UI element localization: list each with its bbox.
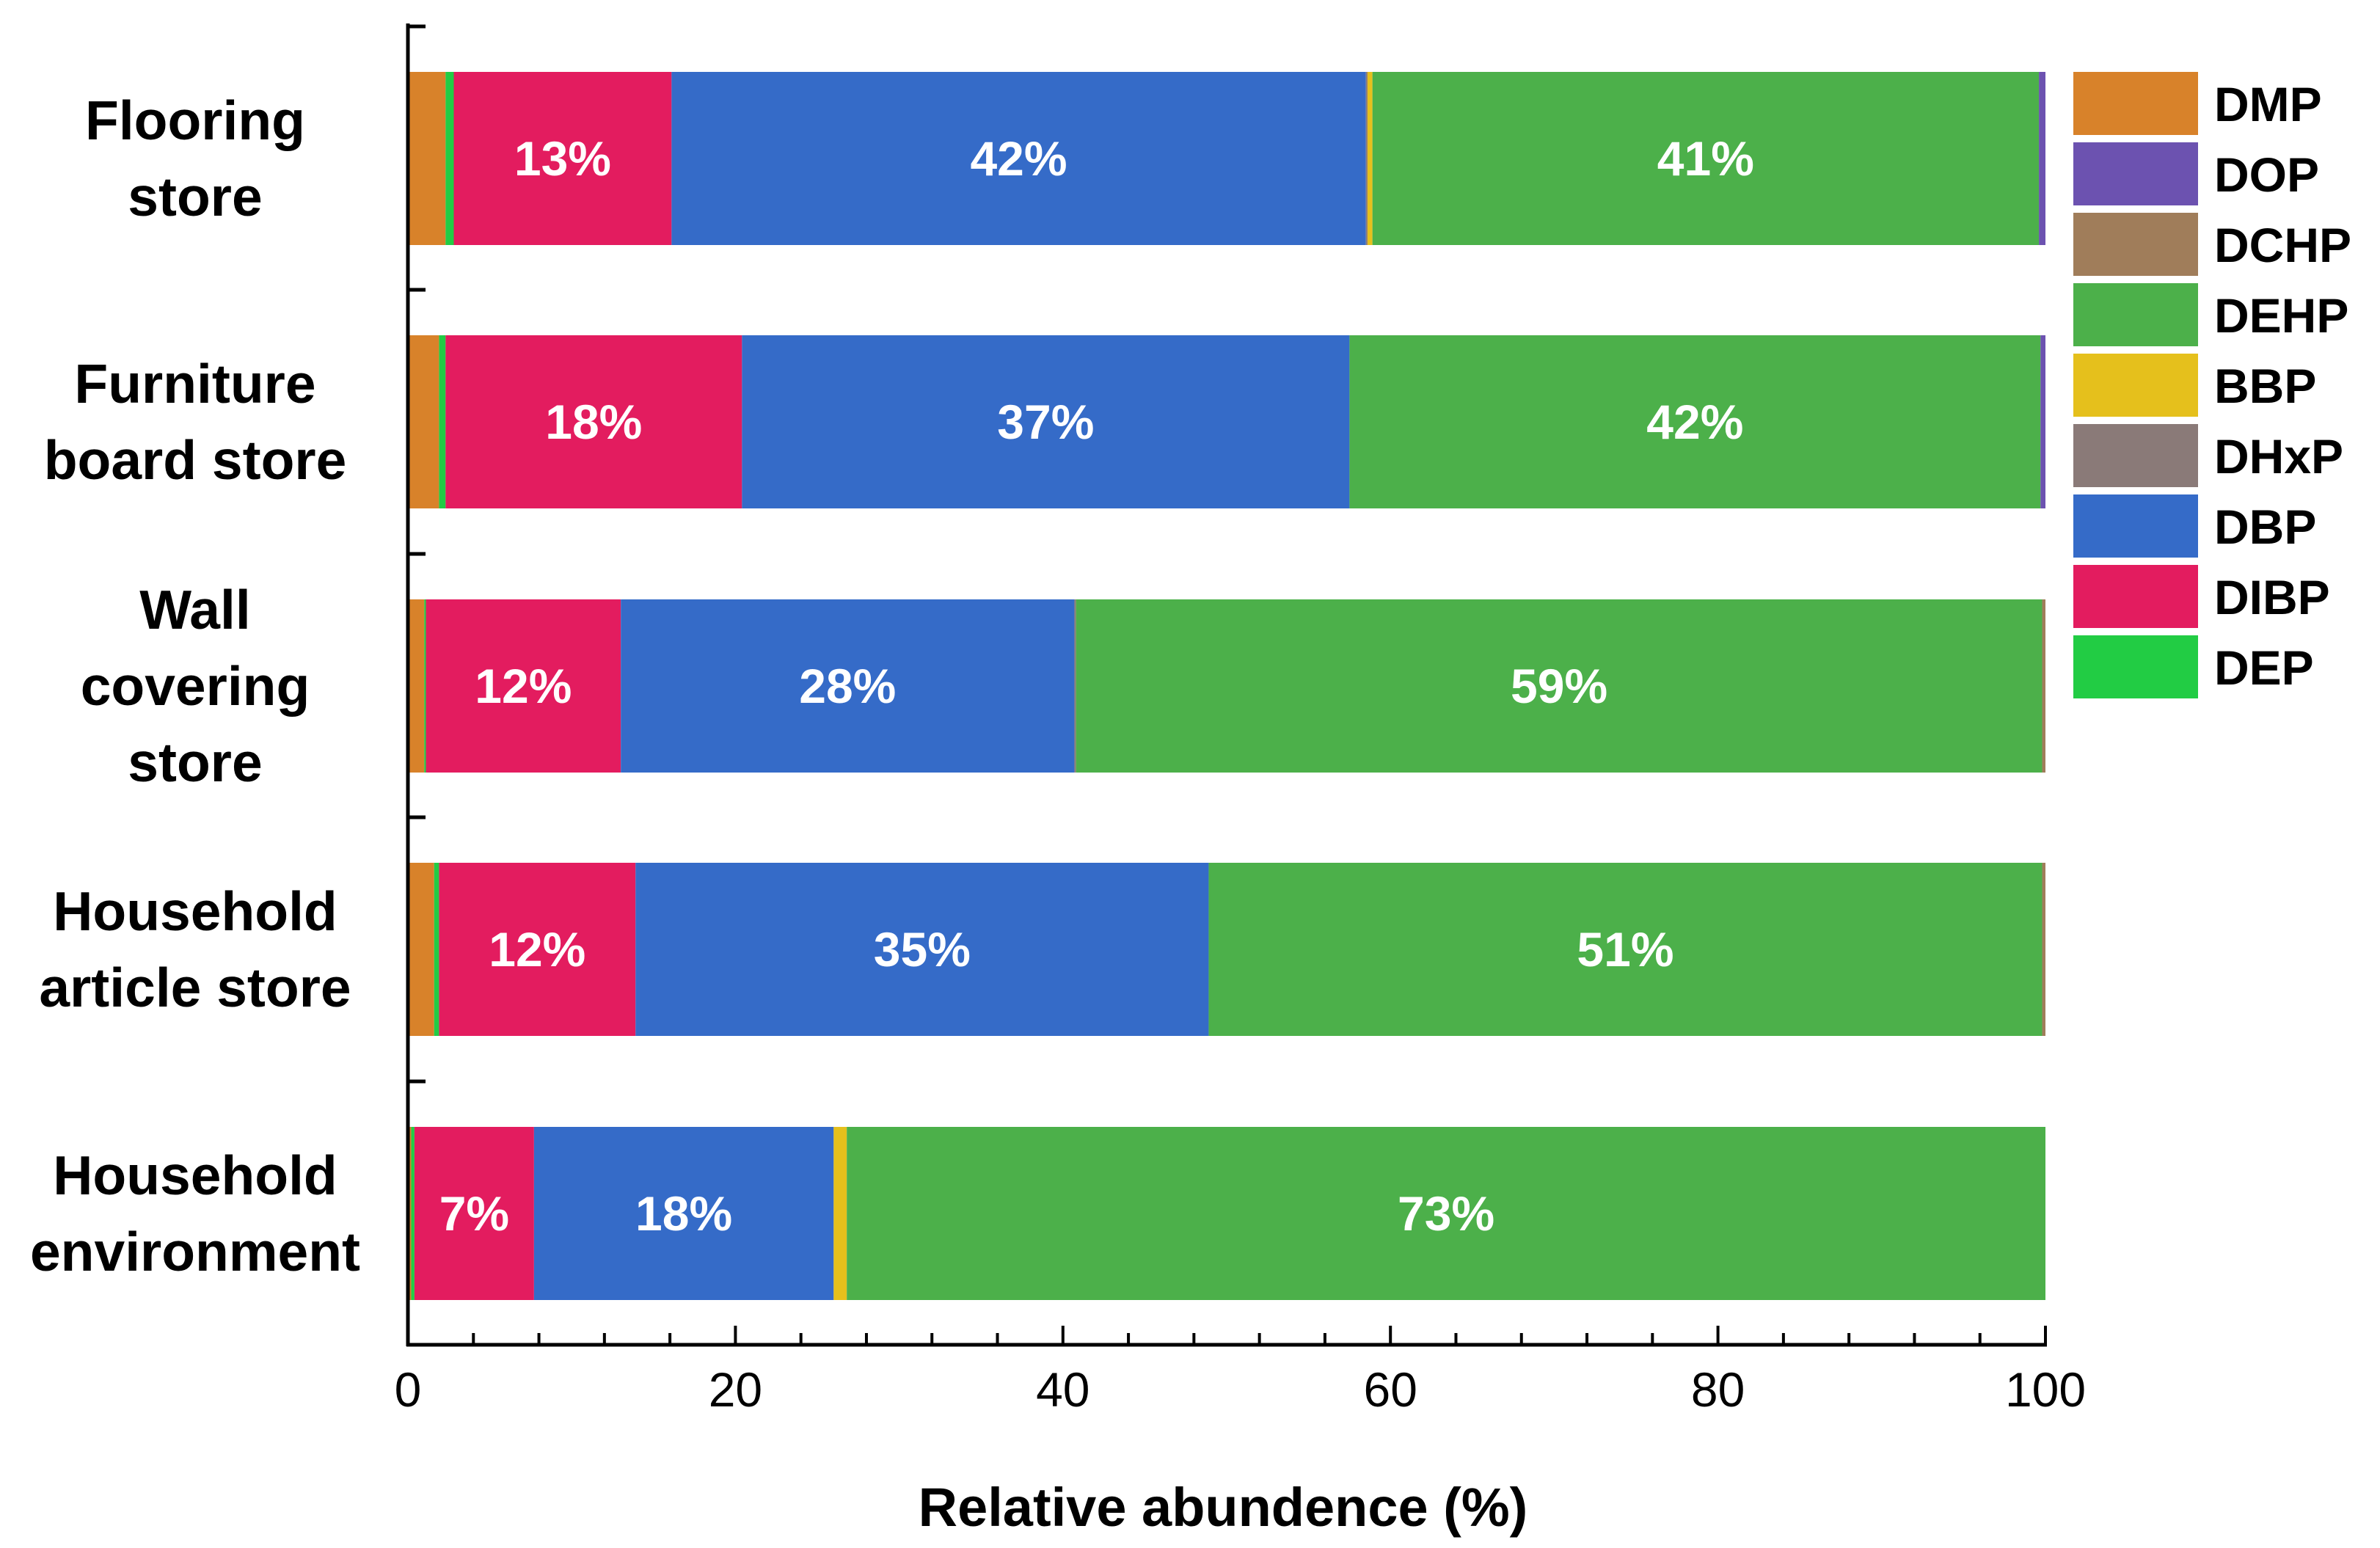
- data-label-dehp-2: 59%: [1511, 659, 1607, 713]
- legend: DMP DOP DCHP DEHP BBP DHxP DBP DIBP DEP: [2073, 72, 2351, 698]
- bar-segment-dchp-2: [2042, 599, 2045, 773]
- bar-segment-dep-3: [434, 863, 439, 1036]
- category-label-line: store: [128, 166, 262, 227]
- data-label-dibp-0: 13%: [514, 131, 611, 186]
- bar-segment-bbp-4: [833, 1127, 847, 1300]
- category-label-line: Flooring: [85, 90, 305, 151]
- x-tick-label-20: 20: [709, 1362, 762, 1417]
- x-tick-label-0: 0: [395, 1362, 422, 1417]
- data-labels-layer: 13% 42% 41% 18% 37% 42% 12% 28% 59% 12% 35% 51% 7% 18…: [439, 131, 1754, 1241]
- x-tick-label-100: 100: [2005, 1362, 2086, 1417]
- bar-segment-dehp-3: [1208, 863, 2043, 1036]
- bar-segment-dibp-3: [439, 863, 636, 1036]
- category-label-line: board store: [44, 429, 347, 491]
- legend-swatch-dehp: [2073, 283, 2198, 346]
- legend-label-dmp: DMP: [2214, 77, 2322, 131]
- data-label-dehp-4: 73%: [1398, 1186, 1494, 1241]
- data-label-dbp-3: 35%: [874, 922, 971, 976]
- data-label-dbp-2: 28%: [799, 659, 896, 713]
- x-tick-label-80: 80: [1691, 1362, 1745, 1417]
- data-label-dbp-1: 37%: [997, 395, 1094, 449]
- legend-swatch-dhxp: [2073, 424, 2198, 487]
- legend-swatch-bbp: [2073, 354, 2198, 417]
- data-label-dehp-3: 51%: [1577, 922, 1673, 976]
- data-label-dibp-1: 18%: [545, 395, 642, 449]
- category-label-line: covering: [81, 655, 310, 717]
- bar-segment-dbp-2: [621, 599, 1075, 773]
- legend-swatch-dmp: [2073, 72, 2198, 135]
- category-label-0: Flooring store: [85, 90, 305, 227]
- category-label-line: Household: [53, 1144, 337, 1206]
- axes-layer: 0 20 40 60 80 100: [395, 23, 2086, 1417]
- bars-layer: [408, 72, 2045, 1300]
- bar-segment-dibp-4: [414, 1127, 534, 1300]
- bar-segment-dep-1: [439, 335, 446, 508]
- bar-segment-dop-0: [2039, 72, 2045, 245]
- legend-label-dep: DEP: [2214, 640, 2314, 695]
- x-tick-label-60: 60: [1363, 1362, 1417, 1417]
- x-axis-title: Relative abundence (%): [919, 1477, 1528, 1538]
- bar-segment-dehp-0: [1372, 72, 2040, 245]
- data-label-dibp-3: 12%: [489, 922, 585, 976]
- bar-segment-bbp-0: [1367, 72, 1373, 245]
- category-label-line: article store: [39, 957, 351, 1018]
- category-label-2: Wall covering store: [81, 579, 310, 793]
- bar-segment-dmp-1: [408, 335, 439, 508]
- bar-segment-dbp-4: [533, 1127, 834, 1300]
- legend-label-bbp: BBP: [2214, 359, 2316, 413]
- legend-swatch-dop: [2073, 142, 2198, 205]
- bar-segment-dchp-3: [2042, 863, 2045, 1036]
- data-label-dibp-4: 7%: [439, 1186, 509, 1241]
- category-label-line: Furniture: [74, 353, 315, 415]
- category-label-line: Wall: [139, 579, 250, 640]
- legend-label-dbp: DBP: [2214, 500, 2316, 554]
- data-label-dbp-0: 42%: [970, 131, 1067, 186]
- legend-label-dchp: DCHP: [2214, 218, 2351, 272]
- legend-swatch-dibp: [2073, 565, 2198, 628]
- bar-segment-dmp-2: [408, 599, 425, 773]
- data-label-dehp-0: 41%: [1657, 131, 1754, 186]
- bar-segment-dmp-0: [408, 72, 446, 245]
- category-label-1: Furniture board store: [44, 353, 347, 491]
- bar-segment-dehp-1: [1349, 335, 2041, 508]
- bar-segment-dbp-0: [671, 72, 1366, 245]
- legend-swatch-dchp: [2073, 213, 2198, 276]
- category-labels-layer: Flooring store Furniture board store Wall cov…: [30, 90, 360, 1282]
- bar-segment-dbp-1: [742, 335, 1350, 508]
- bar-segment-dibp-0: [453, 72, 672, 245]
- bar-segment-dep-4: [411, 1127, 415, 1300]
- bar-segment-dmp-3: [408, 863, 434, 1036]
- bar-segment-dhxp-2: [1074, 599, 1076, 773]
- bar-segment-dibp-2: [426, 599, 621, 773]
- legend-label-dhxp: DHxP: [2214, 429, 2343, 483]
- bar-segment-dop-1: [2040, 335, 2045, 508]
- bar-segment-dehp-4: [847, 1127, 2045, 1300]
- bar-segment-dibp-1: [445, 335, 742, 508]
- category-label-3: Household article store: [39, 880, 351, 1018]
- data-label-dbp-4: 18%: [635, 1186, 732, 1241]
- bar-segment-dep-2: [424, 599, 426, 773]
- category-label-line: Household: [53, 880, 337, 942]
- data-label-dehp-1: 42%: [1646, 395, 1743, 449]
- category-label-4: Household environment: [30, 1144, 360, 1282]
- legend-swatch-dbp: [2073, 494, 2198, 558]
- bar-segment-dehp-2: [1076, 599, 2043, 773]
- legend-label-dop: DOP: [2214, 147, 2319, 202]
- data-label-dibp-2: 12%: [475, 659, 572, 713]
- legend-label-dibp: DIBP: [2214, 570, 2330, 624]
- category-label-line: environment: [30, 1221, 360, 1282]
- bar-segment-dhxp-0: [1365, 72, 1368, 245]
- bar-segment-dbp-3: [635, 863, 1209, 1036]
- category-label-line: store: [128, 731, 262, 793]
- bar-segment-dep-0: [445, 72, 454, 245]
- legend-label-dehp: DEHP: [2214, 288, 2348, 343]
- legend-swatch-dep: [2073, 635, 2198, 698]
- x-tick-label-40: 40: [1036, 1362, 1089, 1417]
